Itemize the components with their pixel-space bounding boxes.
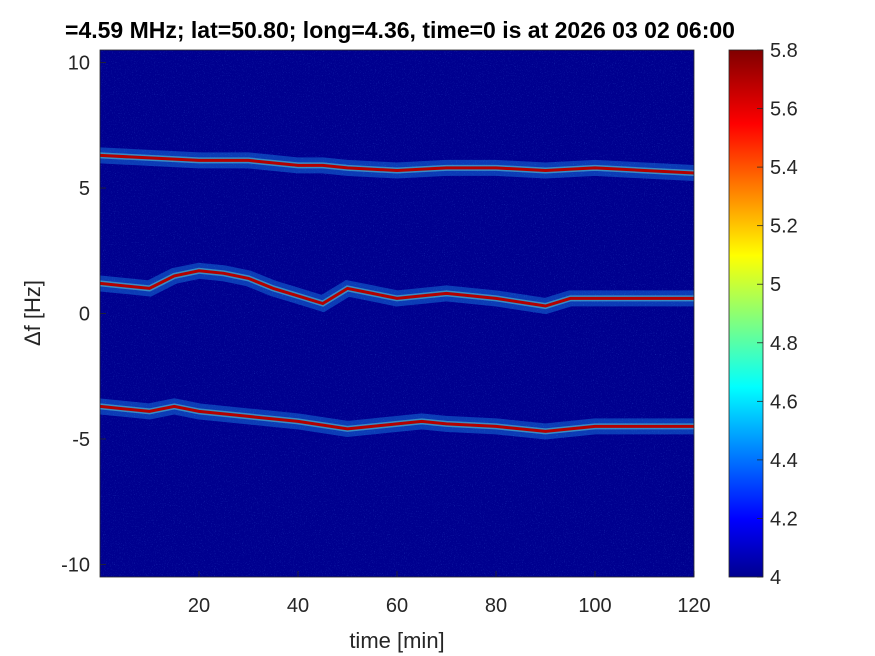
x-axis: 20 40 60 80 100 120 [188, 571, 711, 617]
colorbar-tick-label: 5.8 [770, 40, 798, 62]
y-axis-label: Δf [Hz] [20, 280, 45, 346]
y-tick-label: 10 [68, 53, 90, 75]
colorbar-tick-label: 4.6 [770, 391, 798, 413]
x-tick-label: 60 [386, 595, 408, 617]
colorbar-tick-label: 4.4 [770, 450, 798, 472]
signal-traces [100, 147, 694, 440]
colorbar-gradient [728, 49, 764, 578]
colorbar-tick-label: 4 [770, 567, 781, 589]
x-tick-label: 100 [578, 595, 611, 617]
x-axis-label: time [min] [349, 628, 444, 653]
colorbar: 4 4.2 4.4 4.6 4.8 5 5.2 5.4 5.6 5.8 [728, 40, 798, 589]
colorbar-tick-label: 5.2 [770, 216, 798, 238]
y-tick-label: -5 [72, 429, 90, 451]
x-tick-label: 20 [188, 595, 210, 617]
plot-area [99, 49, 695, 578]
noise-texture [100, 50, 694, 577]
y-tick-label: 0 [79, 304, 90, 326]
x-tick-label: 80 [485, 595, 507, 617]
y-axis: -10 -5 0 5 10 [61, 53, 106, 576]
trace-line-1 [100, 153, 694, 175]
colorbar-tick-label: 5.4 [770, 157, 798, 179]
y-tick-label: 5 [79, 178, 90, 200]
trace-line-2 [100, 269, 694, 308]
colorbar-tick-label: 5.6 [770, 99, 798, 121]
colorbar-tick-label: 5 [770, 274, 781, 296]
chart-title: =4.59 MHz; lat=50.80; long=4.36, time=0 … [65, 17, 735, 43]
x-tick-label: 40 [287, 595, 309, 617]
colorbar-tick-label: 4.2 [770, 508, 798, 530]
trace-line-3 [100, 404, 694, 433]
colorbar-ticks: 4 4.2 4.4 4.6 4.8 5 5.2 5.4 5.6 5.8 [757, 40, 798, 589]
y-tick-label: -10 [61, 554, 90, 576]
x-tick-label: 120 [677, 595, 710, 617]
colorbar-tick-label: 4.8 [770, 333, 798, 355]
